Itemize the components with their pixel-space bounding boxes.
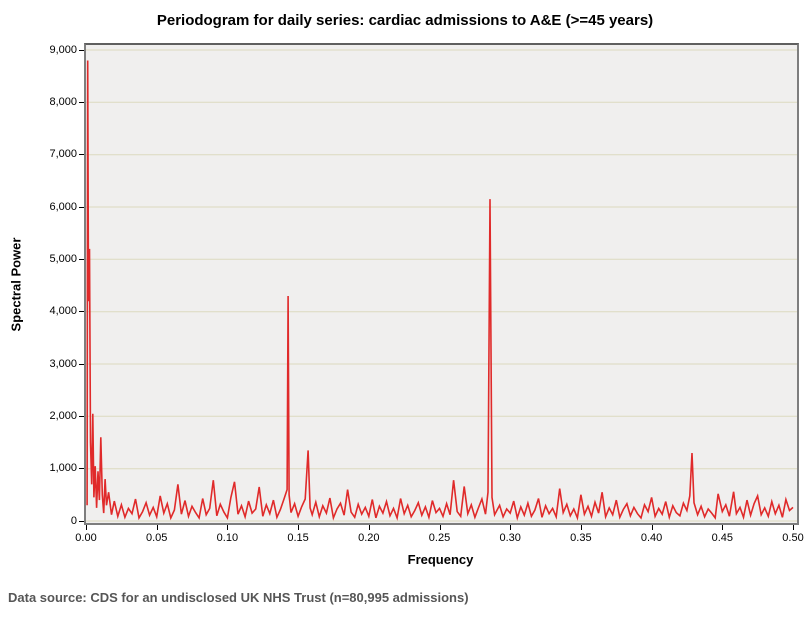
x-tick-mark [227, 525, 229, 530]
x-tick-label: 0.05 [145, 532, 168, 544]
y-tick-mark [79, 154, 84, 156]
x-tick-label: 0.35 [570, 532, 592, 544]
y-tick-label: 4,000 [49, 305, 77, 318]
x-tick-mark [580, 525, 582, 530]
y-axis-title-text: Spectral Power [8, 237, 24, 331]
x-tick-mark [793, 525, 794, 530]
x-tick-label: 0.45 [711, 532, 733, 544]
y-tick-mark [79, 206, 84, 208]
x-tick-label: 0.40 [640, 532, 663, 544]
x-tick-label: 0.25 [428, 532, 451, 544]
y-tick-mark [79, 468, 84, 470]
y-tick-mark [79, 363, 84, 365]
x-axis-title: Frequency [407, 552, 474, 567]
x-tick-label: 0.15 [287, 532, 309, 544]
y-tick-label: 5,000 [49, 252, 77, 265]
y-axis-title: Spectral Power [6, 45, 26, 523]
y-tick-mark [79, 101, 84, 103]
x-tick-label: 0.20 [358, 532, 380, 544]
x-tick-label: 0.10 [216, 532, 239, 544]
y-tick-label: 2,000 [49, 409, 77, 422]
y-tick-label: 9,000 [49, 43, 77, 56]
plot-area [84, 43, 799, 525]
y-tick-label: 8,000 [49, 95, 77, 108]
x-tick-label: 0.50 [782, 532, 804, 544]
y-tick-mark [79, 49, 84, 51]
y-tick-label: 0 [70, 514, 77, 527]
y-tick-label: 1,000 [49, 462, 77, 475]
x-tick-mark [510, 525, 512, 530]
x-tick-label: 0.00 [75, 532, 97, 544]
x-tick-label: 0.30 [499, 532, 521, 544]
x-tick-mark [156, 525, 158, 530]
y-tick-label: 7,000 [49, 148, 77, 161]
y-tick-mark [79, 415, 84, 417]
periodogram-series-svg [86, 49, 797, 522]
data-source-note: Data source: CDS for an undisclosed UK N… [8, 590, 469, 605]
x-tick-mark [722, 525, 724, 530]
x-tick-mark [298, 525, 300, 530]
y-tick-mark [79, 520, 84, 522]
x-tick-mark [86, 525, 87, 530]
y-tick-label: 6,000 [49, 200, 77, 213]
chart-title: Periodogram for daily series: cardiac ad… [156, 12, 654, 29]
y-tick-mark [79, 311, 84, 313]
x-tick-mark [368, 525, 370, 530]
x-tick-mark [651, 525, 653, 530]
y-tick-mark [79, 258, 84, 260]
y-tick-label: 3,000 [49, 357, 77, 370]
x-tick-mark [439, 525, 441, 530]
